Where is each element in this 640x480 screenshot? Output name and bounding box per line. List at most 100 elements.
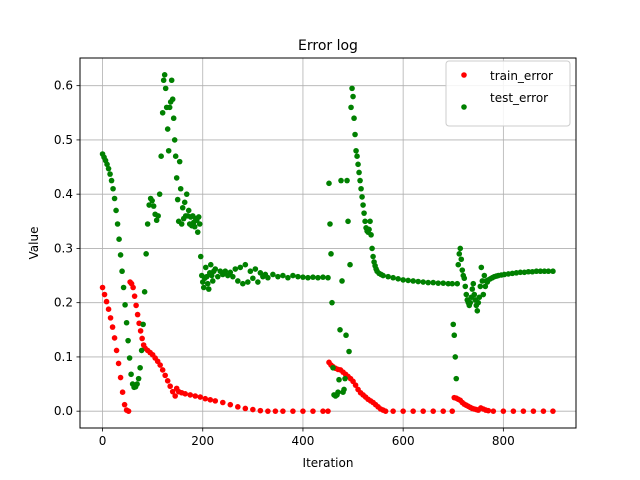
test-error-point	[354, 153, 360, 159]
train-error-point	[111, 335, 118, 341]
test-error-point	[359, 194, 365, 200]
train-error-point	[242, 405, 249, 412]
test-error-point	[168, 77, 175, 84]
train-error-point	[202, 395, 209, 402]
test-error-point	[240, 280, 246, 287]
x-axis-label: Iteration	[303, 456, 354, 470]
train-error-point	[105, 306, 112, 312]
test-error-point	[456, 251, 463, 257]
test-error-point	[205, 286, 212, 292]
test-error-point	[337, 327, 343, 333]
test-error-point	[108, 177, 115, 184]
test-error-point	[173, 175, 180, 181]
train-error-point	[485, 407, 492, 414]
test-error-point	[347, 261, 353, 268]
test-error-point	[357, 177, 363, 184]
test-error-point	[450, 321, 457, 328]
test-error-point	[107, 171, 113, 177]
test-error-point	[194, 229, 201, 235]
train-error-point	[500, 408, 507, 414]
test-error-point	[346, 348, 352, 355]
test-error-point	[325, 274, 331, 281]
test-error-point	[474, 308, 481, 314]
test-error-point	[471, 291, 478, 298]
test-error-point	[481, 272, 488, 279]
train-error-point	[130, 284, 136, 291]
train-error-point	[352, 382, 359, 388]
test-error-point	[123, 319, 130, 326]
test-error-point	[172, 153, 179, 159]
test-error-point	[342, 375, 348, 382]
train-error-point	[550, 408, 556, 414]
test-error-point	[122, 302, 128, 308]
test-error-point	[222, 268, 229, 275]
train-error-point	[310, 408, 316, 414]
test-error-point	[250, 275, 256, 282]
test-error-point	[166, 104, 173, 111]
test-error-point	[135, 375, 142, 382]
train-error-point	[212, 398, 219, 404]
train-error-point	[219, 399, 226, 406]
test-error-point	[255, 279, 261, 285]
train-error-point	[449, 408, 456, 414]
series-train-error	[99, 279, 556, 414]
test-error-point	[430, 279, 437, 286]
y-tick-label: 0.3	[54, 241, 73, 255]
test-error-point	[242, 261, 249, 268]
test-error-point	[247, 268, 254, 275]
y-axis-ticks: 0.0 0.1 0.2 0.3 0.4 0.5 0.6	[54, 79, 80, 418]
test-error-point	[358, 185, 364, 192]
test-error-point	[467, 299, 474, 306]
test-error-point	[537, 268, 544, 275]
test-error-point	[476, 294, 483, 301]
test-error-point	[162, 85, 169, 92]
test-error-point	[353, 147, 359, 154]
test-error-point	[457, 245, 464, 252]
test-error-point	[469, 286, 476, 292]
test-error-point	[329, 299, 335, 306]
test-error-point	[452, 354, 459, 360]
plot-series	[99, 72, 556, 414]
train-error-point	[227, 401, 234, 408]
legend-marker-test-error	[461, 104, 467, 110]
train-error-point	[119, 389, 126, 395]
test-error-point	[463, 291, 470, 298]
test-error-point	[355, 161, 361, 168]
train-error-point	[101, 291, 108, 298]
test-error-point	[345, 218, 351, 225]
test-error-point	[335, 389, 341, 395]
test-error-point	[191, 223, 198, 230]
train-error-point	[169, 388, 176, 395]
train-error-point	[159, 367, 166, 373]
train-error-point	[182, 391, 189, 397]
test-error-point	[111, 195, 118, 202]
test-error-point	[181, 199, 188, 206]
train-error-point	[510, 408, 517, 414]
grid	[80, 58, 576, 428]
test-error-point	[290, 272, 296, 279]
test-error-point	[356, 169, 362, 176]
test-error-point	[351, 115, 357, 122]
train-error-point	[440, 408, 447, 414]
test-error-point	[550, 268, 556, 275]
test-error-point	[169, 96, 176, 103]
train-error-point	[272, 408, 279, 414]
chart-title: Error log	[298, 38, 358, 54]
test-error-point	[285, 274, 291, 281]
test-error-point	[400, 277, 406, 283]
test-error-point	[178, 221, 185, 227]
test-error-point	[158, 153, 164, 159]
test-error-point	[370, 253, 376, 260]
legend-label-train-error: train_error	[490, 69, 553, 83]
train-error-point	[125, 408, 132, 414]
y-tick-label: 0.6	[54, 79, 73, 93]
test-error-point	[369, 245, 375, 252]
test-error-point	[165, 147, 172, 154]
test-error-point	[461, 275, 468, 282]
test-error-point	[150, 203, 157, 209]
test-error-point	[171, 137, 178, 143]
test-error-point	[245, 279, 251, 285]
test-error-point	[300, 274, 306, 280]
test-error-point	[212, 266, 219, 272]
x-tick-label: 200	[191, 434, 214, 448]
